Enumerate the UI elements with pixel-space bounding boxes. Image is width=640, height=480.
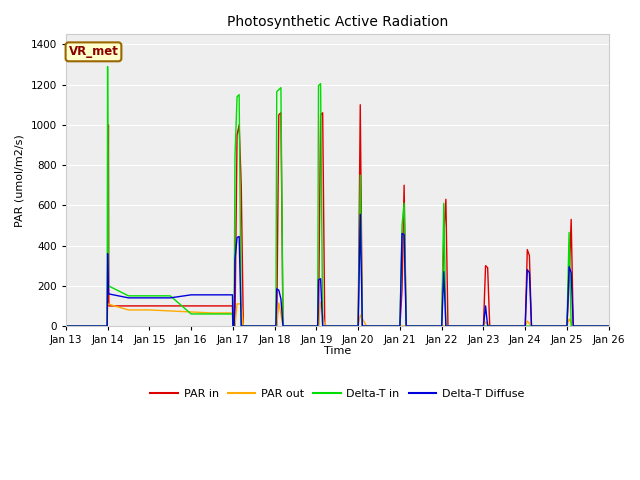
Title: Photosynthetic Active Radiation: Photosynthetic Active Radiation <box>227 15 448 29</box>
X-axis label: Time: Time <box>324 347 351 357</box>
Legend: PAR in, PAR out, Delta-T in, Delta-T Diffuse: PAR in, PAR out, Delta-T in, Delta-T Dif… <box>146 384 529 403</box>
Y-axis label: PAR (umol/m2/s): PAR (umol/m2/s) <box>15 134 25 227</box>
Text: VR_met: VR_met <box>68 45 118 59</box>
